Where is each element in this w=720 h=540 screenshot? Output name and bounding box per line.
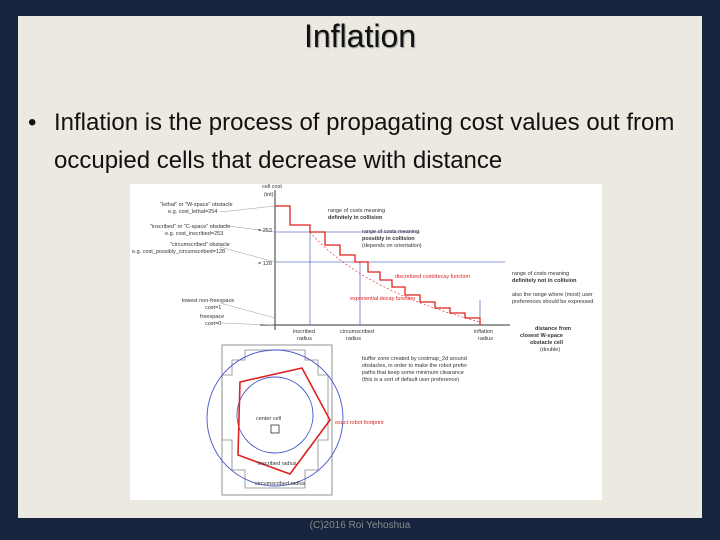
label: = 128 bbox=[258, 261, 272, 267]
label: e.g. cost_possibly_circumscribed=128 bbox=[132, 249, 225, 255]
label: cost=0 bbox=[205, 321, 221, 327]
slide-title: Inflation bbox=[303, 18, 417, 54]
label: range of costs meaning bbox=[512, 271, 569, 277]
label: definitely not in collision bbox=[512, 278, 577, 284]
diagram-labels: cell cost (int) "lethal" or "W-space" ob… bbox=[132, 184, 593, 487]
label: exponential decay function bbox=[350, 296, 415, 302]
bullet: • Inflation is the process of propagating… bbox=[28, 104, 698, 180]
inflation-diagram: cell cost (int) "lethal" or "W-space" ob… bbox=[130, 184, 602, 500]
label: "circumscribed" obstacle bbox=[170, 242, 230, 248]
label: possibly in collision bbox=[362, 236, 415, 242]
label: paths that keep some minimum clearance bbox=[362, 370, 464, 376]
label: freespace bbox=[200, 314, 224, 320]
label: (depends on orientation) bbox=[362, 243, 422, 249]
footer: (C)2016 Roi Yehoshua bbox=[309, 520, 411, 531]
label: cell cost bbox=[262, 184, 282, 190]
label: (int) bbox=[264, 192, 274, 198]
label: "lethal" or "W-space" obstacle bbox=[160, 202, 233, 208]
label: radius bbox=[297, 336, 312, 342]
label: obstacles, in order to make the robot pr… bbox=[362, 363, 467, 369]
label: lowest non-freespace bbox=[182, 298, 234, 304]
label: discretized cost/decay function bbox=[395, 274, 470, 280]
label: (this is a sort of default user preferen… bbox=[362, 377, 459, 383]
label: radius bbox=[346, 336, 361, 342]
label: range of costs meaning bbox=[362, 229, 419, 235]
label: also the range where (most) user bbox=[512, 292, 593, 298]
label: inscribed bbox=[293, 329, 315, 335]
label: exact robot footprint bbox=[335, 420, 384, 426]
bullet-dot: • bbox=[28, 109, 37, 136]
label: center cell bbox=[256, 416, 281, 422]
label: = 253 bbox=[258, 228, 272, 234]
bullet-text: Inflation is the process of propagating … bbox=[54, 109, 675, 174]
label: "inscribed" or "C-space" obstacle bbox=[150, 224, 230, 230]
label: preferences should be expressed bbox=[512, 299, 593, 305]
label: definitely in collision bbox=[328, 215, 383, 221]
label: buffer zone created by costmap_2d around bbox=[362, 356, 467, 362]
label: e.g. cost_lethal=254 bbox=[168, 209, 217, 215]
label: circumscribed bbox=[340, 329, 374, 335]
label: cost=1 bbox=[205, 305, 221, 311]
label: closest W-space bbox=[520, 333, 563, 339]
label: inflation bbox=[474, 329, 493, 335]
label: circumscribed radius bbox=[255, 481, 306, 487]
label: distance from bbox=[535, 326, 571, 332]
label: (double) bbox=[540, 347, 560, 353]
label: e.g. cost_inscribed=253 bbox=[165, 231, 223, 237]
label: radius bbox=[478, 336, 493, 342]
label: obstacle cell bbox=[530, 340, 563, 346]
label: inscribed radius bbox=[258, 461, 297, 467]
label: range of costs meaning bbox=[328, 208, 385, 214]
